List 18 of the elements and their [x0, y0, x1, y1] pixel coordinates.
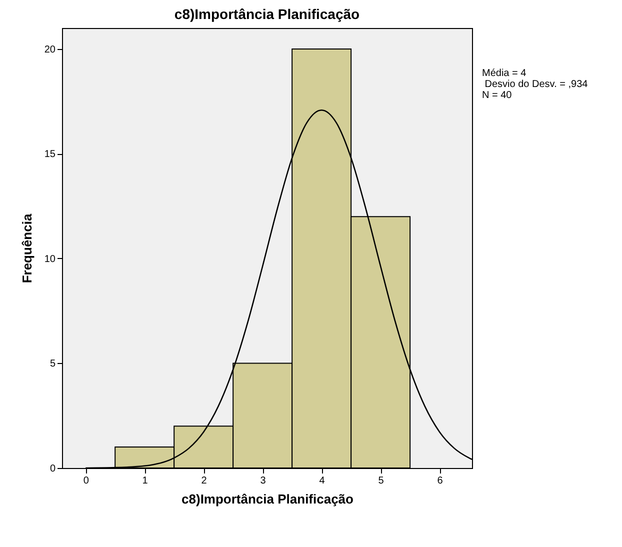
x-tick-label: 5	[378, 476, 384, 486]
y-tick-label: 10	[44, 254, 56, 265]
x-tick-label: 2	[201, 476, 208, 486]
x-tick-label: 0	[83, 476, 90, 486]
text: Média = 4	[482, 68, 528, 79]
y-tick-label: 20	[44, 44, 56, 56]
x-tick-label: 3	[260, 476, 266, 486]
chart-title: c8)Importância Planificação	[174, 6, 360, 22]
x-tick-label: 1	[142, 476, 148, 486]
y-axis-title: Frequência	[19, 213, 34, 284]
x-axis-title: c8)Importância Planificação	[182, 492, 354, 506]
text: N = 40	[482, 90, 513, 101]
y-tick-label: 5	[50, 358, 56, 370]
y-tick-label: 0	[50, 464, 56, 474]
y-tick-label: 15	[44, 149, 56, 160]
x-tick-label: 4	[319, 476, 326, 486]
text: Desvio do Desv. = ,934	[484, 79, 588, 90]
x-tick-label: 6	[437, 476, 444, 486]
